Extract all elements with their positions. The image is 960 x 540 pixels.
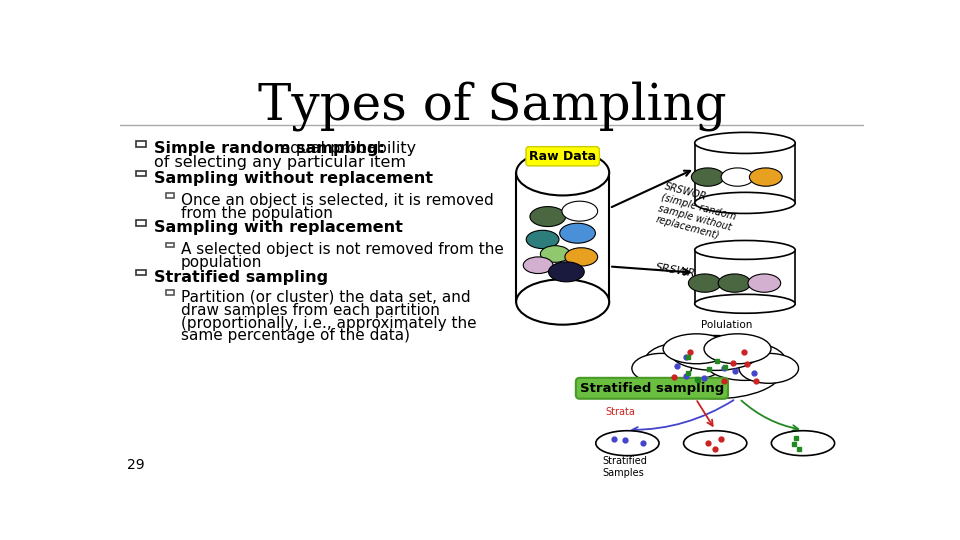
Text: Sampling with replacement: Sampling with replacement (155, 220, 403, 235)
Ellipse shape (648, 342, 782, 399)
FancyBboxPatch shape (695, 143, 795, 203)
Ellipse shape (670, 335, 760, 370)
FancyBboxPatch shape (136, 141, 146, 146)
FancyBboxPatch shape (136, 171, 146, 177)
Ellipse shape (739, 353, 799, 383)
Text: Strata: Strata (605, 407, 635, 417)
Ellipse shape (684, 431, 747, 456)
Text: SRSWR: SRSWR (654, 262, 696, 279)
Text: Types of Sampling: Types of Sampling (257, 82, 727, 131)
Circle shape (560, 223, 595, 243)
Text: SRSWOR
(simple random
sample without
replacement): SRSWOR (simple random sample without rep… (654, 181, 740, 245)
FancyBboxPatch shape (166, 242, 175, 247)
Text: equal probability: equal probability (270, 141, 416, 156)
Circle shape (718, 274, 751, 292)
FancyBboxPatch shape (166, 290, 175, 294)
FancyBboxPatch shape (136, 220, 146, 226)
Ellipse shape (772, 431, 834, 456)
Text: draw samples from each partition: draw samples from each partition (181, 302, 440, 318)
Circle shape (562, 201, 598, 221)
Circle shape (526, 230, 559, 248)
Text: of selecting any particular item: of selecting any particular item (155, 155, 406, 170)
Text: Stratified
Samples: Stratified Samples (602, 456, 647, 478)
Text: from the population: from the population (181, 206, 333, 221)
Circle shape (691, 168, 724, 186)
Text: Simple random sampling:: Simple random sampling: (155, 141, 385, 156)
Text: population: population (181, 255, 262, 270)
Circle shape (530, 207, 565, 227)
Text: Polulation: Polulation (701, 321, 752, 330)
FancyBboxPatch shape (136, 270, 146, 275)
Ellipse shape (695, 294, 795, 313)
Circle shape (721, 168, 754, 186)
Ellipse shape (695, 192, 795, 213)
Text: Partition (or cluster) the data set, and: Partition (or cluster) the data set, and (181, 290, 470, 305)
Text: Sampling without replacement: Sampling without replacement (155, 171, 433, 186)
Text: same percentage of the data): same percentage of the data) (181, 328, 410, 343)
Ellipse shape (695, 132, 795, 153)
Ellipse shape (516, 279, 610, 325)
Circle shape (688, 274, 721, 292)
FancyBboxPatch shape (695, 250, 795, 304)
Circle shape (523, 257, 553, 274)
Ellipse shape (632, 353, 691, 383)
Text: Stratified sampling: Stratified sampling (155, 270, 328, 285)
Ellipse shape (644, 342, 727, 380)
Ellipse shape (596, 431, 659, 456)
Text: A selected object is not removed from the: A selected object is not removed from th… (181, 242, 504, 258)
Circle shape (564, 248, 598, 266)
Ellipse shape (704, 342, 786, 380)
Ellipse shape (663, 334, 731, 364)
Ellipse shape (516, 150, 610, 195)
Text: Stratified sampling: Stratified sampling (580, 382, 724, 395)
Ellipse shape (695, 240, 795, 259)
Circle shape (540, 246, 570, 262)
Text: Once an object is selected, it is removed: Once an object is selected, it is remove… (181, 193, 493, 208)
Text: (proportionally, i.e., approximately the: (proportionally, i.e., approximately the (181, 315, 476, 330)
Circle shape (750, 168, 782, 186)
Text: Raw Data: Raw Data (529, 150, 596, 163)
Circle shape (548, 262, 585, 282)
Text: 29: 29 (128, 458, 145, 472)
FancyBboxPatch shape (166, 193, 175, 198)
FancyBboxPatch shape (516, 173, 610, 302)
Ellipse shape (704, 334, 771, 364)
Circle shape (748, 274, 780, 292)
